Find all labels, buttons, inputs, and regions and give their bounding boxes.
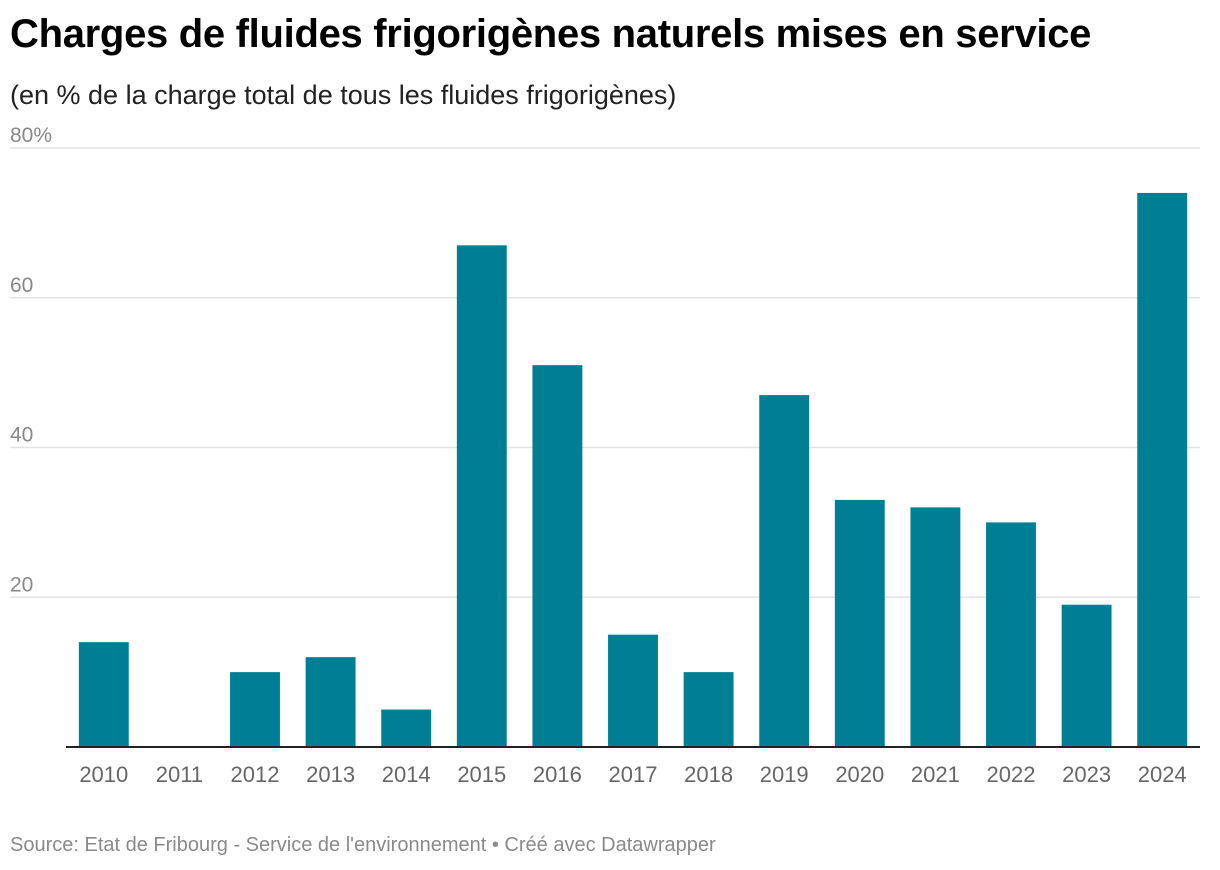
bar (608, 634, 658, 747)
chart-title: Charges de fluides frigorigènes naturels… (10, 12, 1092, 56)
bar (1137, 192, 1188, 748)
bar (986, 522, 1036, 747)
x-tick-label: 2014 (382, 762, 431, 787)
x-tick-label: 2023 (1062, 762, 1111, 787)
y-tick-label: 60 (10, 274, 33, 297)
bar (305, 657, 356, 747)
x-tick-label: 2011 (156, 762, 203, 787)
x-tick-label: 2016 (533, 762, 582, 787)
x-tick-label: 2013 (306, 762, 355, 787)
bar (1061, 604, 1112, 747)
bar (683, 672, 734, 747)
y-tick-label: 20 (10, 573, 33, 596)
x-tick-label: 2022 (987, 762, 1036, 787)
x-tick-label: 2018 (684, 762, 733, 787)
bar (456, 245, 507, 747)
x-tick-label: 2017 (609, 762, 658, 787)
y-tick-label: 40 (10, 424, 33, 447)
chart-subtitle: (en % de la charge total de tous les flu… (10, 80, 677, 110)
bar (759, 395, 810, 747)
bar (910, 507, 961, 747)
bar (78, 642, 129, 747)
x-tick-label: 2019 (760, 762, 809, 787)
x-tick-label: 2024 (1138, 762, 1187, 787)
x-tick-label: 2012 (231, 762, 280, 787)
x-tick-label: 2021 (911, 762, 960, 787)
x-tick-label: 2010 (79, 762, 128, 787)
bar (230, 672, 280, 747)
source-note: Source: Etat de Fribourg - Service de l'… (10, 834, 487, 856)
y-tick-label: 80% (10, 124, 52, 147)
datawrapper-credit: Créé avec Datawrapper (504, 834, 716, 856)
chart-footer: Source: Etat de Fribourg - Service de l'… (10, 834, 716, 857)
bar (834, 499, 885, 747)
x-tick-label: 2020 (835, 762, 884, 787)
bar (381, 709, 432, 747)
bar (532, 365, 583, 747)
footer-separator: • (491, 834, 499, 856)
x-tick-label: 2015 (457, 762, 506, 787)
